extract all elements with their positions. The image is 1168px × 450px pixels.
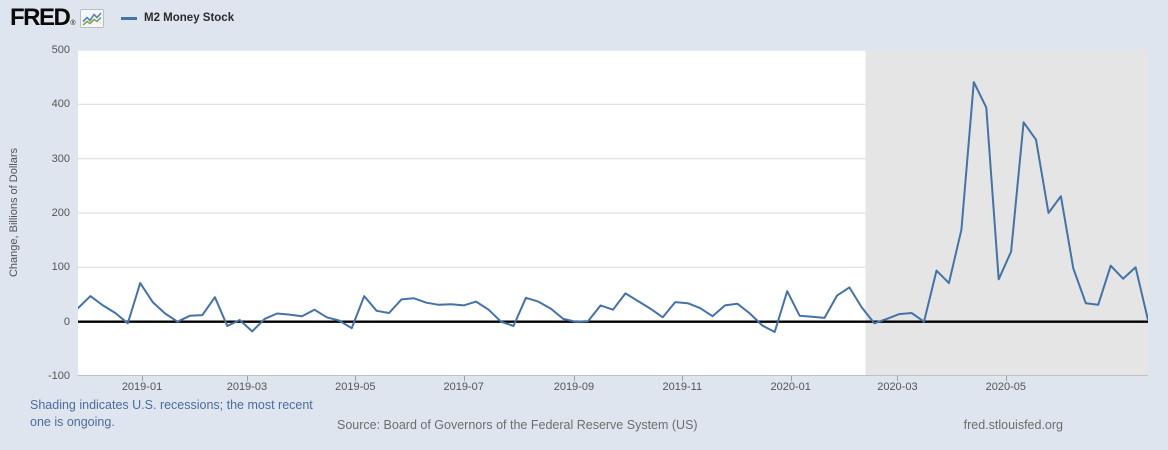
- x-tick-label: 2019-07: [443, 381, 484, 393]
- legend-series-label: M2 Money Stock: [144, 12, 235, 24]
- x-tick-label: 2019-03: [226, 381, 268, 393]
- fred-sparkline-icon: [79, 9, 104, 28]
- y-tick-label: 100: [51, 261, 70, 274]
- x-tick-label: 2019-11: [662, 381, 703, 393]
- x-tick-mark: [142, 376, 143, 381]
- x-tick-mark: [573, 376, 575, 381]
- x-tick-mark: [897, 376, 899, 381]
- m2-series-line: [78, 81, 1148, 333]
- legend-line-icon: [121, 16, 137, 20]
- legend-item-m2[interactable]: M2 Money Stock: [121, 12, 234, 24]
- y-tick-label: 0: [63, 315, 70, 328]
- registered-mark: ®: [70, 20, 76, 27]
- chart-header: FRED ®: [10, 6, 104, 30]
- recession-note-link[interactable]: Shading indicates U.S. recessions; the m…: [30, 398, 313, 429]
- fred-logo-text: FRED: [10, 4, 71, 31]
- source-text[interactable]: Source: Board of Governors of the Federa…: [337, 418, 698, 432]
- recession-shading: [865, 50, 1148, 376]
- x-tick-label: 2019-01: [121, 381, 163, 393]
- fred-site-link[interactable]: fred.stlouisfed.org: [963, 418, 1063, 432]
- fred-logo-link[interactable]: FRED ®: [10, 6, 104, 30]
- x-tick-mark: [246, 376, 248, 381]
- y-tick-label: 400: [51, 98, 70, 111]
- x-tick-label: 2020-03: [877, 381, 918, 393]
- x-tick-label: 2020-05: [985, 381, 1026, 393]
- y-tick-label: 500: [51, 44, 70, 56]
- y-tick-label: 300: [51, 152, 70, 165]
- plot-area[interactable]: [78, 50, 1148, 376]
- x-tick-mark: [790, 376, 792, 381]
- x-tick-label: 2019-05: [335, 381, 376, 393]
- x-tick-label: 2020-01: [770, 381, 811, 393]
- x-tick-mark: [463, 376, 465, 381]
- y-tick-label: -100: [47, 370, 70, 382]
- x-tick-mark: [1005, 376, 1007, 381]
- x-tick-label: 2019-09: [553, 381, 595, 393]
- x-tick-mark: [682, 376, 684, 381]
- y-tick-label: 200: [51, 207, 70, 219]
- x-tick-mark: [355, 376, 357, 381]
